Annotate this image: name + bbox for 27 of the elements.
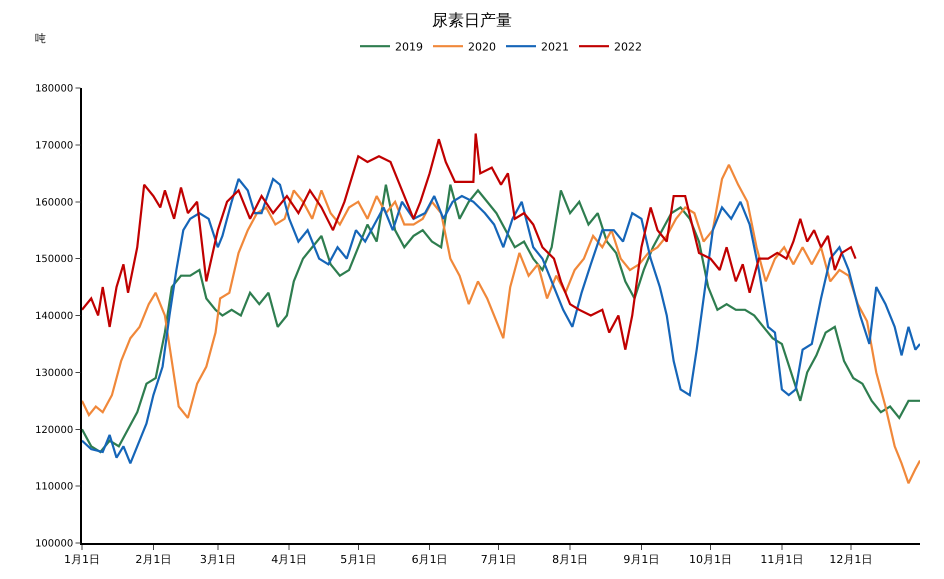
y-tick-label: 120000 xyxy=(35,424,74,436)
legend-label: 2021 xyxy=(541,40,569,54)
chart-title: 尿素日产量 xyxy=(432,10,512,30)
x-tick-label: 7月1日 xyxy=(480,552,517,566)
x-tick-label: 10月1日 xyxy=(689,552,732,566)
y-tick-label: 100000 xyxy=(35,538,74,550)
y-tick-label: 140000 xyxy=(35,311,74,322)
y-tick-label: 130000 xyxy=(35,368,74,379)
x-tick-label: 12月1日 xyxy=(829,552,872,566)
y-tick-label: 170000 xyxy=(35,140,74,152)
x-tick-label: 5月1日 xyxy=(340,552,376,566)
x-tick-label: 2月1日 xyxy=(135,552,172,566)
x-tick-label: 3月1日 xyxy=(200,552,236,566)
x-tick-label: 4月1日 xyxy=(271,552,308,566)
legend-label: 2022 xyxy=(614,40,642,54)
x-tick-label: 1月1日 xyxy=(64,552,100,566)
x-tick-label: 6月1日 xyxy=(412,552,448,566)
y-axis-title: 吨 xyxy=(35,32,46,45)
x-tick-label: 11月1日 xyxy=(760,552,804,566)
y-tick-label: 160000 xyxy=(35,197,74,208)
legend-label: 2020 xyxy=(468,40,496,54)
y-tick-label: 150000 xyxy=(35,254,74,266)
y-tick-label: 110000 xyxy=(35,482,74,493)
x-tick-label: 8月1日 xyxy=(552,552,588,566)
x-tick-label: 9月1日 xyxy=(623,552,660,566)
legend-label: 2019 xyxy=(395,40,423,54)
y-tick-label: 180000 xyxy=(35,84,74,94)
